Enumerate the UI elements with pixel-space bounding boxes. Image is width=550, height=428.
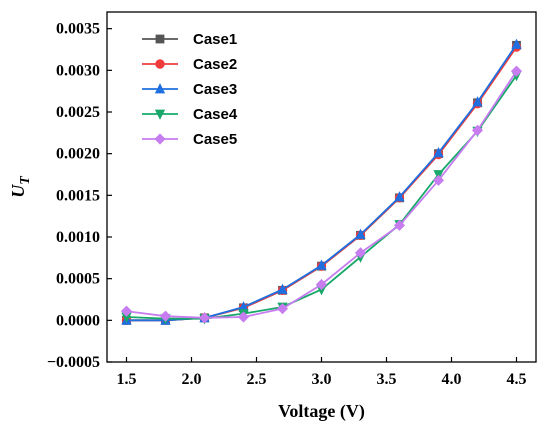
data-point <box>276 303 289 315</box>
x-tick-label: 4.5 <box>507 371 527 388</box>
legend-label: Case5 <box>193 131 237 148</box>
y-tick-label: −0.0005 <box>47 354 100 371</box>
y-tick-label: 0.0035 <box>56 21 100 38</box>
y-axis-title-subscript: T <box>18 175 33 185</box>
x-axis-title: Voltage (V) <box>278 401 365 422</box>
x-tick-label: 2.5 <box>247 371 267 388</box>
y-tick-label: 0.0010 <box>56 229 100 246</box>
data-point <box>432 174 445 186</box>
data-point <box>471 124 484 136</box>
legend: Case1 Case2 Case3 Case4 Case5 <box>142 31 238 148</box>
data-point <box>237 311 250 323</box>
x-tick-label: 2.0 <box>182 371 202 388</box>
data-point <box>198 312 211 324</box>
legend-marker <box>155 34 165 44</box>
legend-item: Case5 <box>142 131 237 148</box>
y-tick-label: 0.0015 <box>56 187 100 204</box>
legend-label: Case2 <box>193 56 237 73</box>
y-tick-label: 0.0020 <box>56 146 100 163</box>
legend-marker <box>154 83 166 94</box>
legend-item: Case4 <box>142 106 238 123</box>
x-tick-label: 4.0 <box>442 371 462 388</box>
data-point <box>316 259 327 270</box>
legend-label: Case3 <box>193 81 237 98</box>
legend-label: Case1 <box>193 31 237 48</box>
data-point <box>277 283 288 294</box>
data-point <box>394 191 405 202</box>
y-tick-label: 0.0000 <box>56 312 100 329</box>
legend-item: Case3 <box>142 81 237 98</box>
legend-marker <box>154 109 166 120</box>
data-point <box>393 219 406 231</box>
data-point <box>159 310 172 322</box>
y-axis-title-main: U <box>8 184 28 198</box>
x-tick-label: 3.5 <box>377 371 397 388</box>
y-tick-label: 0.0005 <box>56 271 100 288</box>
data-point <box>120 305 133 317</box>
x-tick-label: 1.5 <box>117 371 137 388</box>
data-point <box>433 146 444 158</box>
y-axis: −0.0005 0.0000 0.0005 0.0010 0.0015 0.0020 0.0… <box>47 21 112 371</box>
data-point <box>510 65 523 77</box>
y-axis-title: UT <box>8 175 33 198</box>
y-tick-label: 0.0025 <box>56 104 100 121</box>
y-tick-label: 0.0030 <box>56 62 100 79</box>
legend-item: Case2 <box>142 56 237 73</box>
series-case5 <box>120 65 523 324</box>
legend-label: Case4 <box>193 106 238 123</box>
x-axis: 1.5 2.0 2.5 3.0 3.5 4.0 4.5 <box>117 357 527 388</box>
data-point <box>472 96 483 107</box>
data-point <box>354 247 367 259</box>
legend-marker <box>154 133 166 145</box>
series-layer <box>120 38 523 326</box>
x-tick-label: 3.0 <box>312 371 332 388</box>
legend-item: Case1 <box>142 31 237 48</box>
data-point <box>511 38 522 49</box>
data-point <box>315 278 328 291</box>
data-point <box>355 228 366 239</box>
legend-marker <box>155 59 165 69</box>
